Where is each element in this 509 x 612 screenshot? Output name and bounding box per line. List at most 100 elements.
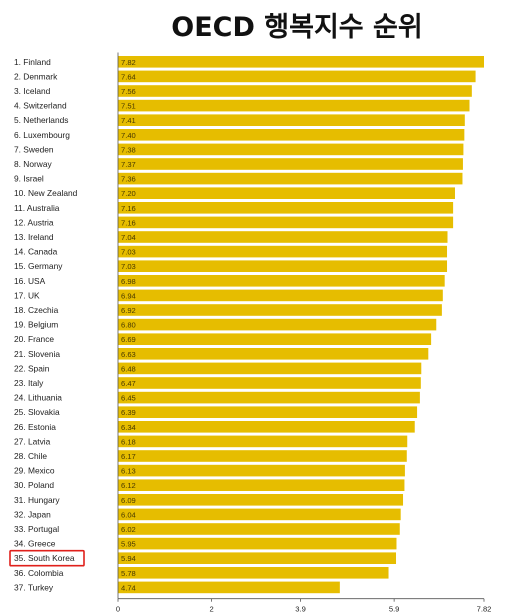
x-tick-label: 3.9 <box>295 605 306 612</box>
category-label: 16. USA <box>14 276 46 286</box>
bar-value-label: 6.80 <box>121 321 136 330</box>
bar-value-label: 7.41 <box>121 116 136 125</box>
bar-value-label: 7.38 <box>121 145 136 154</box>
bar-value-label: 6.02 <box>121 525 136 534</box>
category-label: 7. Sweden <box>14 144 54 154</box>
bar-value-label: 6.17 <box>121 452 136 461</box>
bar <box>118 56 484 68</box>
bar <box>118 275 445 287</box>
bar-value-label: 7.51 <box>121 102 136 111</box>
bar <box>118 143 464 156</box>
bar <box>118 479 405 491</box>
bar-value-label: 7.04 <box>121 233 136 242</box>
bar <box>118 245 448 258</box>
bar-value-label: 5.95 <box>121 540 136 549</box>
category-label: 9. Israel <box>14 174 44 184</box>
bar-value-label: 7.82 <box>121 58 136 67</box>
category-label: 34. Greece <box>14 539 56 549</box>
bar-value-label: 6.04 <box>121 510 136 519</box>
bar <box>118 435 408 448</box>
bar <box>118 581 340 594</box>
bar-value-label: 7.03 <box>121 262 136 271</box>
bar <box>118 99 470 112</box>
category-label: 17. UK <box>14 290 40 300</box>
category-label: 19. Belgium <box>14 320 58 330</box>
bar-value-label: 7.16 <box>121 218 136 227</box>
bar-value-label: 6.47 <box>121 379 136 388</box>
bar-value-label: 5.78 <box>121 569 136 578</box>
bar <box>118 421 415 433</box>
chart-title: OECD 행복지수 순위 <box>171 12 422 43</box>
bar-value-label: 6.13 <box>121 467 136 476</box>
category-label: 24. Lithuania <box>14 393 62 403</box>
category-label: 33. Portugal <box>14 524 59 534</box>
category-label: 12. Austria <box>14 217 54 227</box>
bar <box>118 172 463 185</box>
bar-value-label: 6.34 <box>121 423 136 432</box>
bar <box>118 202 454 214</box>
x-tick-label: 2 <box>209 605 213 612</box>
category-label: 37. Turkey <box>14 582 54 592</box>
category-label: 20. France <box>14 334 54 344</box>
category-label: 26. Estonia <box>14 422 56 432</box>
category-label: 29. Mexico <box>14 466 55 476</box>
bar <box>118 362 422 375</box>
bar-value-label: 7.40 <box>121 131 136 140</box>
category-label: 36. Colombia <box>14 568 64 578</box>
bar <box>118 187 455 199</box>
bar <box>118 391 420 404</box>
bar-value-label: 6.92 <box>121 306 136 315</box>
bar-value-label: 7.36 <box>121 175 136 184</box>
x-tick-label: 7.82 <box>477 605 492 612</box>
category-label: 8. Norway <box>14 159 53 169</box>
category-label: 21. Slovenia <box>14 349 60 359</box>
category-label: 2. Denmark <box>14 71 58 81</box>
bar <box>118 406 418 418</box>
bar-value-label: 4.74 <box>121 583 136 592</box>
bar <box>118 260 448 272</box>
bar <box>118 304 442 316</box>
bar-value-label: 6.94 <box>121 291 136 300</box>
category-label: 5. Netherlands <box>14 115 68 125</box>
category-label: 22. Spain <box>14 363 50 373</box>
bar-value-label: 6.48 <box>121 364 136 373</box>
category-label: 6. Luxembourg <box>14 130 70 140</box>
category-label: 4. Switzerland <box>14 101 67 111</box>
category-label: 35. South Korea <box>14 553 75 563</box>
bar-value-label: 5.94 <box>121 554 136 563</box>
bar-value-label: 7.37 <box>121 160 136 169</box>
category-label: 31. Hungary <box>14 495 60 505</box>
bar-value-label: 6.09 <box>121 496 136 505</box>
bar-value-label: 6.45 <box>121 394 136 403</box>
bar-value-label: 6.63 <box>121 350 136 359</box>
x-tick-label: 5.9 <box>389 605 400 612</box>
bar <box>118 216 454 229</box>
category-label: 14. Canada <box>14 247 58 257</box>
bar <box>118 450 407 462</box>
bar <box>118 129 465 141</box>
x-axis: 0 2 3.9 5.9 7.82 <box>116 52 492 612</box>
category-label: 13. Ireland <box>14 232 54 242</box>
bar <box>118 289 443 302</box>
bar <box>118 464 405 477</box>
category-label: 10. New Zealand <box>14 188 78 198</box>
bar-value-label: 6.98 <box>121 277 136 286</box>
bar <box>118 318 437 331</box>
bar <box>118 537 397 550</box>
bar <box>118 333 432 345</box>
bar <box>118 552 397 564</box>
category-label: 30. Poland <box>14 480 54 490</box>
bar <box>118 494 404 506</box>
category-label: 27. Latvia <box>14 436 51 446</box>
bar-value-label: 7.56 <box>121 87 136 96</box>
bar-value-label: 6.69 <box>121 335 136 344</box>
bar <box>118 85 472 97</box>
bar-value-label: 6.18 <box>121 437 136 446</box>
bar <box>118 508 401 521</box>
category-label: 3. Iceland <box>14 86 51 96</box>
bar-value-label: 7.64 <box>121 72 136 81</box>
category-label: 28. Chile <box>14 451 47 461</box>
bar-value-label: 7.20 <box>121 189 136 198</box>
bar-value-label: 6.12 <box>121 481 136 490</box>
